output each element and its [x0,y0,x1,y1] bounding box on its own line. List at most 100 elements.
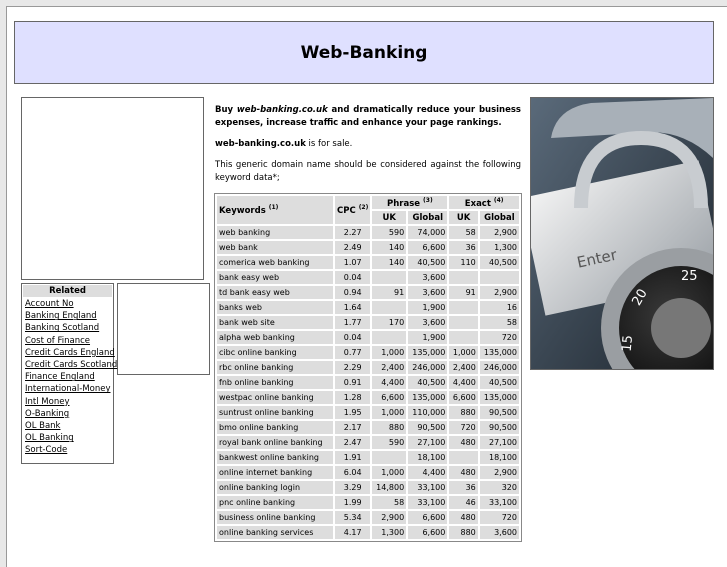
cell-k: westpac online banking [217,391,333,404]
related-link[interactable]: Finance England [25,372,95,383]
cell-puk: 6,600 [372,391,407,404]
header-phrase: Phrase (3) [372,196,448,209]
cell-pg: 6,600 [408,511,448,524]
cell-k: bmo online banking [217,421,333,434]
cell-k: bank web site [217,316,333,329]
related-link[interactable]: O-Banking [25,408,70,419]
cell-cpc: 1.99 [335,496,371,509]
table-row: suntrust online banking 1.95 1,000 110,000 8… [217,406,519,419]
dial-number: 15 [620,335,636,353]
cell-pg: 110,000 [408,406,448,419]
related-links-panel: Related Account No Banking England Banking… [21,283,118,464]
cell-puk [372,301,407,314]
cell-puk: 880 [372,421,407,434]
cell-cpc: 0.04 [335,331,371,344]
cell-eg: 135,000 [479,391,519,404]
table-row: banks web 1.64 1,900 16 [217,301,519,314]
cell-pg: 6,600 [408,526,448,539]
cell-puk: 170 [372,316,407,329]
cell-puk: 140 [372,256,407,269]
cell-puk: 1,000 [372,346,407,359]
cell-k: pnc online banking [217,496,333,509]
cell-cpc: 2.49 [335,241,371,254]
cell-eg: 90,500 [479,421,519,434]
cell-euk: 36 [449,481,478,494]
intro-text: Buy web-banking.co.uk and dramatically r… [215,104,521,193]
table-row: online banking services 4.17 1,300 6,600 880… [217,526,519,539]
related-link[interactable]: OL Bank [25,421,61,432]
cell-eg [479,271,519,284]
cell-k: online banking login [217,481,333,494]
cell-eg: 16 [479,301,519,314]
cell-k: comerica web banking [217,256,333,269]
cell-euk: 110 [449,256,478,269]
table-row: bank web site 1.77 170 3,600 58 [217,316,519,329]
table-row: pnc online banking 1.99 58 33,100 46 33,100 [217,496,519,509]
cell-puk [372,331,407,344]
cell-euk [449,451,478,464]
cell-euk: 880 [449,526,478,539]
cell-euk: 91 [449,286,478,299]
related-link[interactable]: Banking Scotland [25,323,100,334]
cell-eg: 2,900 [479,286,519,299]
cell-cpc: 6.04 [335,466,371,479]
cell-eg: 3,600 [479,526,519,539]
cell-pg: 3,600 [408,286,448,299]
related-link[interactable]: International-Money [25,384,111,395]
dial-number: 25 [681,269,698,284]
cell-k: alpha web banking [217,331,333,344]
cell-pg: 40,500 [408,376,448,389]
cell-k: suntrust online banking [217,406,333,419]
cell-euk [449,331,478,344]
cell-pg: 1,900 [408,301,448,314]
table-row: westpac online banking 1.28 6,600 135,000 6,… [217,391,519,404]
cell-pg: 4,400 [408,466,448,479]
cell-cpc: 1.95 [335,406,371,419]
table-row: bank easy web 0.04 3,600 [217,271,519,284]
cell-eg: 720 [479,331,519,344]
sale-text: is for sale. [305,139,353,149]
cell-euk [449,271,478,284]
related-link[interactable]: Sort-Code [25,445,68,456]
cell-puk: 140 [372,241,407,254]
related-link[interactable]: Account No [25,299,74,309]
cell-cpc: 3.29 [335,481,371,494]
cell-eg: 2,900 [479,466,519,479]
related-link[interactable]: Cost of Finance [25,335,91,346]
domain-name: web-banking.co.uk [236,105,328,115]
cell-puk: 2,900 [372,511,407,524]
related-link[interactable]: Credit Cards Scotland [25,360,118,371]
cell-pg: 90,500 [408,421,448,434]
related-link[interactable]: Intl Money [25,396,70,407]
cell-k: online banking services [217,526,333,539]
cell-puk: 4,400 [372,376,407,389]
table-row: bankwest online banking 1.91 18,100 18,100 [217,451,519,464]
related-link[interactable]: OL Banking [25,433,74,444]
cell-puk: 2,400 [372,361,407,374]
cell-puk [372,451,407,464]
cell-euk: 720 [449,421,478,434]
related-link[interactable]: Credit Cards England [25,347,115,358]
cell-eg: 27,100 [479,436,519,449]
ad-box-large [21,97,204,280]
cell-pg: 3,600 [408,271,448,284]
cell-euk: 6,600 [449,391,478,404]
cell-k: banks web [217,301,333,314]
cell-k: online internet banking [217,466,333,479]
related-link[interactable]: Banking England [25,311,97,322]
header-keywords: Keywords (1) [217,196,333,224]
cell-euk: 2,400 [449,361,478,374]
cell-pg: 135,000 [408,346,448,359]
cell-k: rbc online banking [217,361,333,374]
table-row: td bank easy web 0.94 91 3,600 91 2,900 [217,286,519,299]
cell-cpc: 0.91 [335,376,371,389]
cell-eg: 246,000 [479,361,519,374]
cell-cpc: 0.04 [335,271,371,284]
cell-cpc: 1.07 [335,256,371,269]
cell-pg: 6,600 [408,241,448,254]
header-exact: Exact (4) [449,196,519,209]
cell-euk: 480 [449,511,478,524]
cell-pg: 74,000 [408,226,448,239]
cell-cpc: 1.91 [335,451,371,464]
cell-puk [372,271,407,284]
